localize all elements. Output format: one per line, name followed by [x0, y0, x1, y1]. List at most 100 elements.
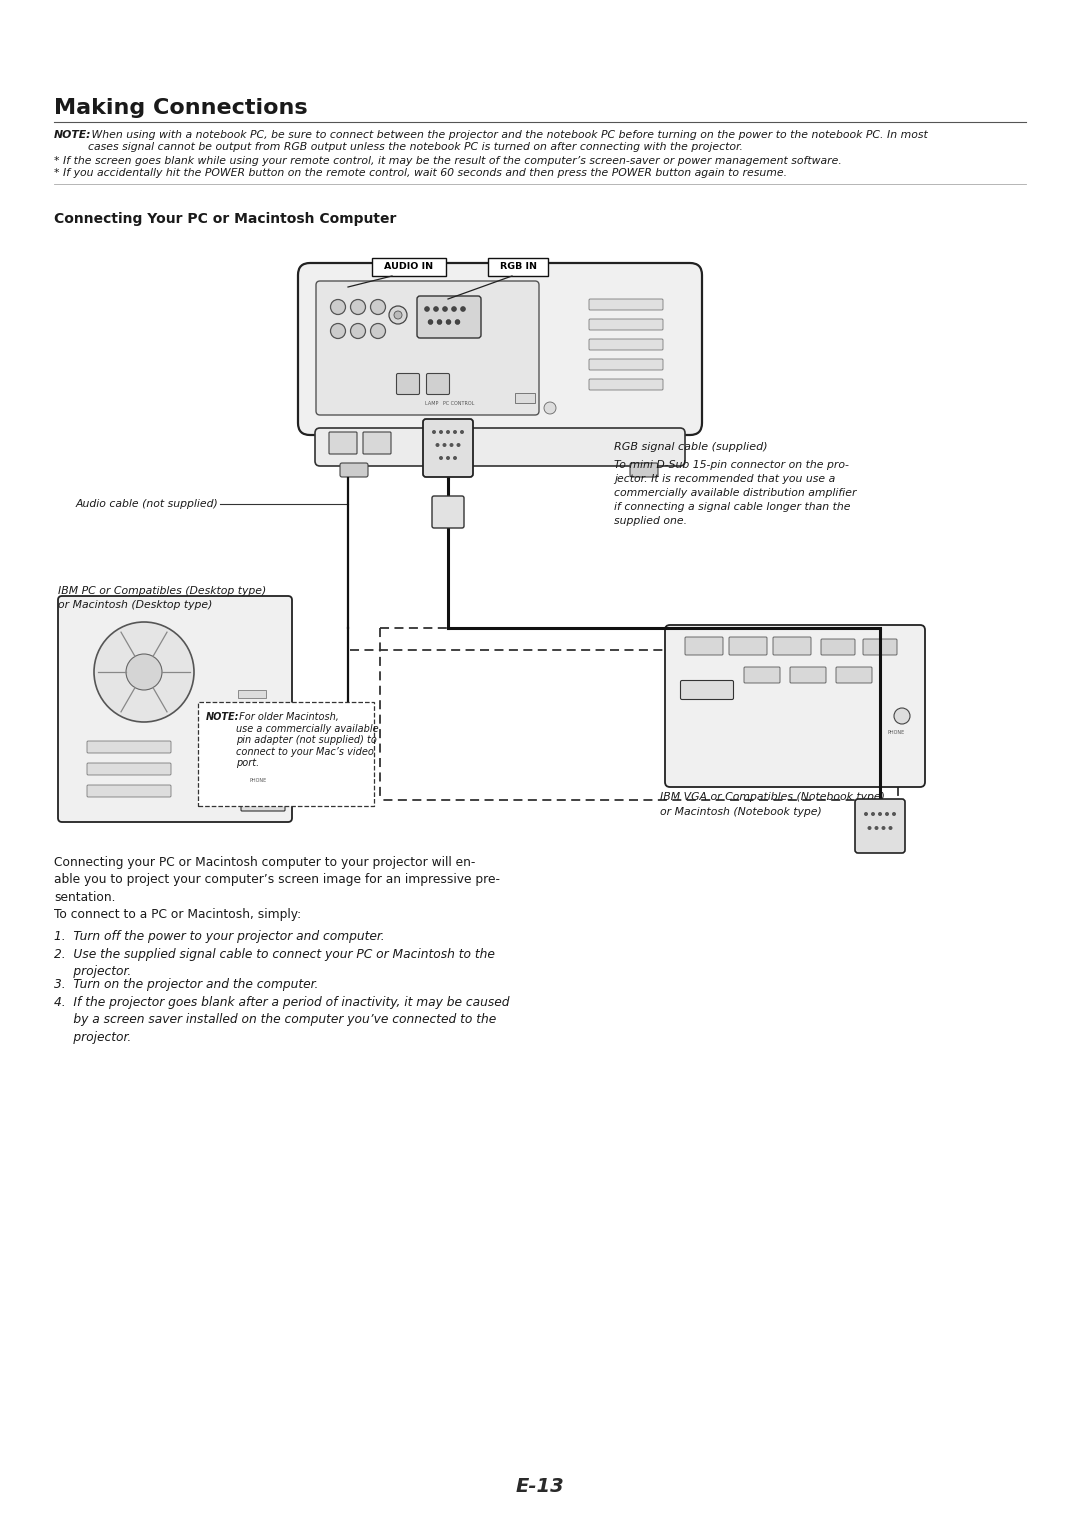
- Text: Connecting your PC or Macintosh computer to your projector will en-
able you to : Connecting your PC or Macintosh computer…: [54, 856, 500, 903]
- Text: RGB signal cable (supplied): RGB signal cable (supplied): [615, 443, 768, 452]
- FancyBboxPatch shape: [427, 374, 449, 395]
- Circle shape: [126, 655, 162, 690]
- Circle shape: [432, 430, 436, 433]
- FancyBboxPatch shape: [340, 462, 368, 478]
- Bar: [515, 394, 535, 403]
- Text: When using with a notebook PC, be sure to connect between the projector and the : When using with a notebook PC, be sure t…: [87, 130, 928, 151]
- Circle shape: [451, 307, 457, 311]
- FancyBboxPatch shape: [432, 496, 464, 528]
- FancyBboxPatch shape: [87, 784, 171, 797]
- Text: LAMP   PC CONTROL: LAMP PC CONTROL: [426, 401, 474, 406]
- Circle shape: [351, 299, 365, 314]
- FancyBboxPatch shape: [744, 667, 780, 684]
- Circle shape: [881, 826, 886, 830]
- Text: * If you accidentally hit the POWER button on the remote control, wait 60 second: * If you accidentally hit the POWER butt…: [54, 168, 787, 179]
- Circle shape: [438, 456, 443, 459]
- Text: 2.  Use the supplied signal cable to connect your PC or Macintosh to the
     pr: 2. Use the supplied signal cable to conn…: [54, 948, 495, 978]
- FancyBboxPatch shape: [589, 299, 663, 310]
- Text: To connect to a PC or Macintosh, simply:: To connect to a PC or Macintosh, simply:: [54, 908, 301, 922]
- FancyBboxPatch shape: [685, 636, 723, 655]
- Text: NOTE:: NOTE:: [206, 713, 240, 722]
- FancyBboxPatch shape: [680, 681, 733, 699]
- Circle shape: [428, 319, 433, 325]
- FancyBboxPatch shape: [241, 797, 285, 810]
- Circle shape: [443, 307, 447, 311]
- FancyBboxPatch shape: [589, 339, 663, 349]
- Circle shape: [453, 456, 457, 459]
- FancyBboxPatch shape: [488, 258, 548, 276]
- FancyBboxPatch shape: [417, 296, 481, 337]
- FancyBboxPatch shape: [836, 667, 872, 684]
- FancyBboxPatch shape: [238, 755, 266, 765]
- FancyBboxPatch shape: [630, 462, 658, 478]
- Circle shape: [370, 299, 386, 314]
- Text: * If the screen goes blank while using your remote control, it may be the result: * If the screen goes blank while using y…: [54, 156, 842, 166]
- Circle shape: [255, 761, 269, 775]
- FancyBboxPatch shape: [87, 763, 171, 775]
- Text: Connecting Your PC or Macintosh Computer: Connecting Your PC or Macintosh Computer: [54, 212, 396, 226]
- Text: IBM PC or Compatibles (Desktop type): IBM PC or Compatibles (Desktop type): [58, 586, 267, 597]
- Circle shape: [330, 324, 346, 339]
- Circle shape: [864, 812, 868, 816]
- FancyBboxPatch shape: [789, 667, 826, 684]
- FancyBboxPatch shape: [729, 636, 767, 655]
- FancyBboxPatch shape: [329, 432, 357, 455]
- Text: IBM VGA or Compatibles (Notebook type): IBM VGA or Compatibles (Notebook type): [660, 792, 885, 803]
- FancyBboxPatch shape: [372, 258, 446, 276]
- FancyBboxPatch shape: [589, 359, 663, 369]
- FancyBboxPatch shape: [298, 262, 702, 435]
- Circle shape: [457, 443, 460, 447]
- FancyBboxPatch shape: [238, 734, 266, 742]
- FancyBboxPatch shape: [363, 432, 391, 455]
- Text: AUDIO IN: AUDIO IN: [384, 262, 433, 272]
- FancyBboxPatch shape: [423, 420, 473, 478]
- Circle shape: [394, 311, 402, 319]
- Text: To mini D-Sub 15-pin connector on the pro-
jector. It is recommended that you us: To mini D-Sub 15-pin connector on the pr…: [615, 459, 856, 526]
- Text: Making Connections: Making Connections: [54, 98, 308, 118]
- Circle shape: [889, 826, 892, 830]
- Circle shape: [894, 708, 910, 723]
- Circle shape: [453, 430, 457, 433]
- Circle shape: [389, 307, 407, 324]
- Text: Audio cable (not supplied): Audio cable (not supplied): [76, 499, 218, 510]
- Circle shape: [875, 826, 878, 830]
- Text: PHONE: PHONE: [888, 729, 905, 736]
- Circle shape: [351, 324, 365, 339]
- Text: 3.  Turn on the projector and the computer.: 3. Turn on the projector and the compute…: [54, 978, 319, 990]
- Circle shape: [544, 401, 556, 414]
- Circle shape: [435, 443, 440, 447]
- Circle shape: [446, 319, 451, 325]
- Circle shape: [885, 812, 889, 816]
- Circle shape: [443, 443, 446, 447]
- Text: E-13: E-13: [515, 1477, 565, 1495]
- Circle shape: [892, 812, 896, 816]
- FancyBboxPatch shape: [238, 690, 266, 697]
- Circle shape: [878, 812, 882, 816]
- FancyBboxPatch shape: [855, 800, 905, 853]
- Circle shape: [449, 443, 454, 447]
- Text: PHONE: PHONE: [249, 778, 267, 783]
- Circle shape: [870, 812, 875, 816]
- FancyBboxPatch shape: [589, 378, 663, 391]
- FancyBboxPatch shape: [863, 639, 897, 655]
- FancyBboxPatch shape: [589, 319, 663, 330]
- Circle shape: [455, 319, 460, 325]
- Circle shape: [867, 826, 872, 830]
- FancyBboxPatch shape: [665, 626, 924, 787]
- Circle shape: [438, 430, 443, 433]
- FancyBboxPatch shape: [396, 374, 419, 395]
- Text: For older Macintosh,
use a commercially available
pin adapter (not supplied) to
: For older Macintosh, use a commercially …: [237, 713, 379, 769]
- Text: 1.  Turn off the power to your projector and computer.: 1. Turn off the power to your projector …: [54, 929, 384, 943]
- Circle shape: [460, 307, 465, 311]
- Circle shape: [446, 430, 450, 433]
- FancyBboxPatch shape: [316, 281, 539, 415]
- Circle shape: [437, 319, 442, 325]
- FancyBboxPatch shape: [287, 763, 319, 774]
- Circle shape: [433, 307, 438, 311]
- FancyBboxPatch shape: [238, 713, 266, 720]
- FancyBboxPatch shape: [58, 597, 292, 823]
- FancyBboxPatch shape: [821, 639, 855, 655]
- Text: or Macintosh (Notebook type): or Macintosh (Notebook type): [660, 807, 822, 816]
- Text: 4.  If the projector goes blank after a period of inactivity, it may be caused
 : 4. If the projector goes blank after a p…: [54, 996, 510, 1044]
- Text: RGB IN: RGB IN: [499, 262, 537, 272]
